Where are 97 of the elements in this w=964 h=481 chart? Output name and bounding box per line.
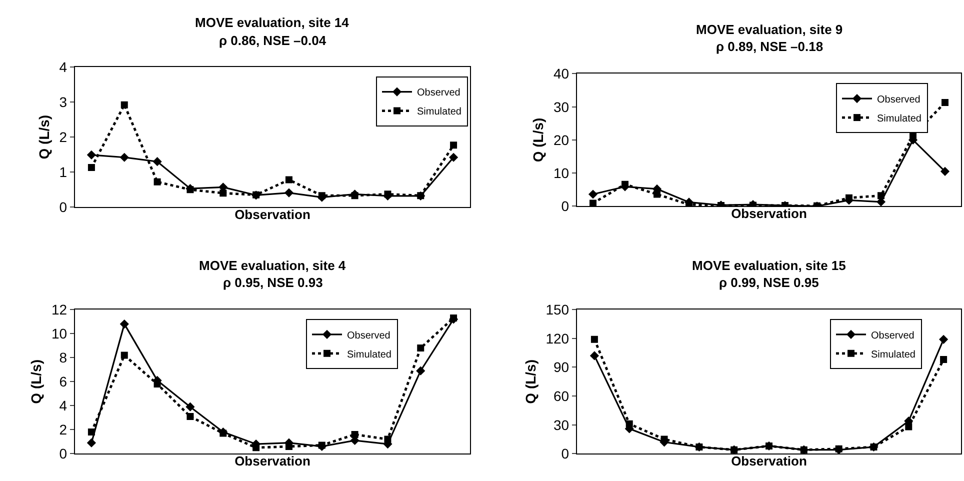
y-axis-title: Q (L/s) bbox=[530, 118, 546, 162]
y-tick-label: 2 bbox=[59, 422, 68, 438]
point bbox=[220, 190, 227, 197]
y-tick-label: 0 bbox=[59, 199, 68, 216]
point bbox=[846, 194, 852, 202]
y-tick-label: 4 bbox=[59, 398, 68, 414]
point bbox=[186, 412, 194, 420]
point bbox=[285, 442, 292, 450]
y-tick-label: 90 bbox=[554, 359, 570, 376]
point bbox=[626, 420, 633, 428]
point bbox=[86, 150, 96, 160]
y-tick-label: 10 bbox=[554, 164, 570, 181]
y-tick-label: 2 bbox=[59, 128, 68, 145]
point bbox=[351, 192, 358, 200]
y-tick-label: 0 bbox=[561, 198, 570, 214]
point bbox=[186, 402, 195, 412]
y-tick-label: 30 bbox=[554, 416, 570, 433]
point bbox=[384, 190, 392, 198]
point bbox=[120, 352, 128, 359]
chart-subtitle: ρ 0.89, NSE –0.18 bbox=[716, 39, 824, 54]
point bbox=[940, 356, 948, 364]
point bbox=[252, 444, 260, 452]
point bbox=[590, 200, 596, 206]
point bbox=[588, 190, 598, 199]
point bbox=[800, 446, 808, 454]
point bbox=[450, 142, 458, 149]
point bbox=[88, 428, 95, 436]
chart-subtitle: ρ 0.86, NSE –0.04 bbox=[219, 33, 327, 48]
y-tick-label: 0 bbox=[59, 446, 68, 462]
chart-title: MOVE evaluation, site 14 bbox=[195, 15, 350, 30]
point bbox=[318, 192, 326, 200]
x-axis-title: Observation bbox=[731, 206, 807, 221]
y-tick-label: 60 bbox=[554, 388, 570, 404]
point bbox=[448, 152, 458, 162]
point bbox=[318, 442, 326, 449]
y-axis-title: Q (L/s) bbox=[522, 359, 538, 404]
point bbox=[940, 166, 950, 176]
legend-label: Simulated bbox=[417, 106, 462, 118]
point bbox=[284, 188, 294, 198]
x-axis-title: Observation bbox=[234, 453, 310, 468]
legend-label: Simulated bbox=[347, 349, 392, 360]
point bbox=[220, 430, 227, 437]
point bbox=[417, 192, 424, 200]
y-tick-label: 1 bbox=[59, 164, 68, 180]
y-axis-title: Q (L/s) bbox=[36, 114, 52, 160]
point bbox=[686, 201, 692, 206]
y-tick-label: 12 bbox=[52, 302, 68, 318]
y-tick-label: 150 bbox=[546, 302, 570, 318]
point bbox=[384, 436, 392, 443]
chart-subtitle: ρ 0.95, NSE 0.93 bbox=[223, 275, 323, 290]
point bbox=[285, 176, 292, 184]
y-tick-label: 3 bbox=[59, 94, 68, 110]
point bbox=[939, 334, 948, 344]
chart-title: MOVE evaluation, site 4 bbox=[199, 258, 346, 273]
point bbox=[905, 423, 912, 430]
legend-label: Observed bbox=[347, 330, 390, 342]
legend-label: Observed bbox=[417, 88, 460, 99]
point bbox=[878, 192, 884, 200]
point bbox=[450, 314, 458, 322]
y-tick-label: 10 bbox=[52, 326, 68, 342]
y-axis-title: Q (L/s) bbox=[28, 359, 44, 404]
x-axis-title: Observation bbox=[731, 453, 807, 468]
point bbox=[766, 442, 772, 450]
y-tick-label: 4 bbox=[59, 58, 68, 75]
chart-subtitle: ρ 0.99, NSE 0.95 bbox=[719, 275, 819, 290]
point bbox=[590, 351, 599, 360]
point bbox=[86, 438, 96, 448]
chart-title: MOVE evaluation, site 9 bbox=[696, 22, 843, 37]
point bbox=[351, 430, 358, 438]
y-tick-label: 8 bbox=[59, 350, 68, 366]
legend-label: Simulated bbox=[877, 113, 922, 124]
y-tick-label: 6 bbox=[59, 374, 68, 390]
point bbox=[154, 380, 161, 388]
x-axis-title: Observation bbox=[234, 206, 310, 222]
point bbox=[730, 446, 738, 454]
point bbox=[417, 344, 424, 352]
y-tick-label: 30 bbox=[554, 98, 570, 115]
y-tick-label: 20 bbox=[554, 132, 570, 148]
point bbox=[120, 101, 128, 108]
point bbox=[942, 99, 948, 106]
chart-title: MOVE evaluation, site 15 bbox=[692, 258, 846, 273]
point bbox=[622, 180, 628, 188]
legend-label: Simulated bbox=[871, 349, 916, 360]
point bbox=[154, 178, 161, 186]
point bbox=[120, 319, 129, 329]
legend-label: Observed bbox=[871, 330, 914, 342]
point bbox=[88, 164, 95, 172]
point bbox=[186, 186, 194, 194]
point bbox=[152, 157, 162, 166]
point bbox=[120, 152, 129, 162]
legend-label: Observed bbox=[877, 94, 920, 106]
y-tick-label: 120 bbox=[546, 330, 570, 346]
y-tick-label: 0 bbox=[561, 446, 570, 462]
point bbox=[654, 190, 660, 198]
point bbox=[590, 336, 598, 343]
point bbox=[416, 366, 426, 376]
y-tick-label: 40 bbox=[554, 66, 570, 82]
